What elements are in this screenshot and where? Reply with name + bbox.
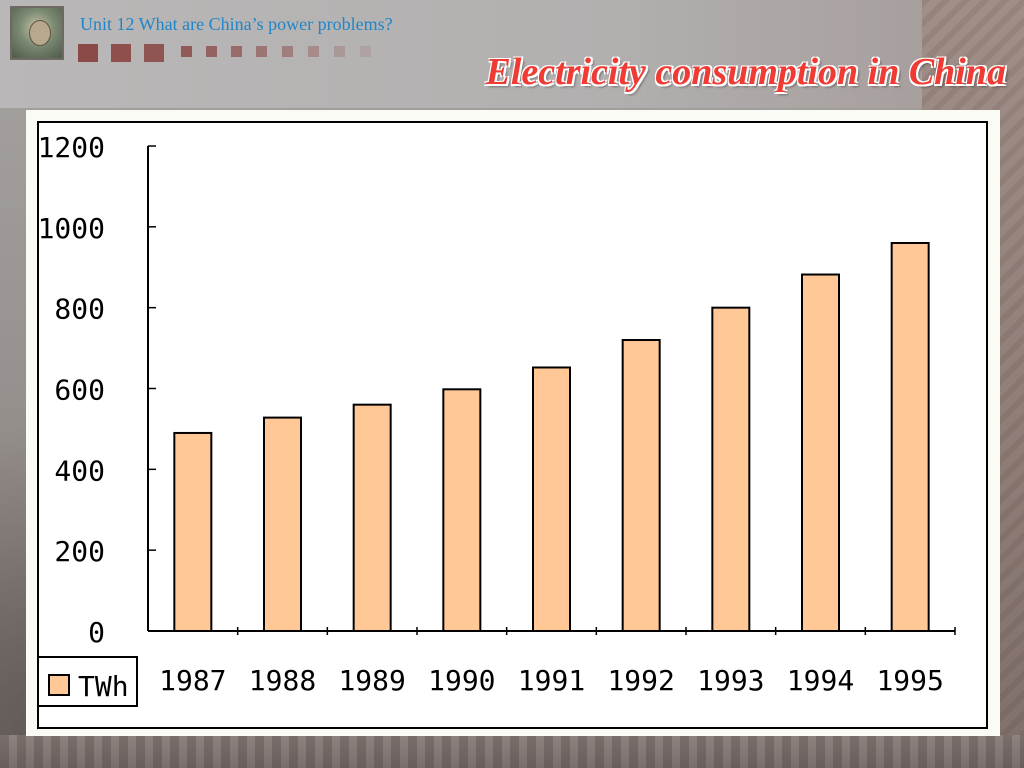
x-tick-label: 1990 [428, 664, 495, 697]
deco-square [308, 46, 319, 57]
deco-square [334, 46, 345, 57]
x-axis-labels: 1987 1988 1989 1990 1991 1992 1993 1994 1995 [159, 664, 944, 697]
x-tick-label: 1993 [697, 664, 764, 697]
y-tick-label: 600 [54, 374, 105, 407]
bar-1989 [352, 403, 392, 632]
bar-1993 [711, 306, 751, 632]
bar-1990 [442, 388, 482, 632]
y-axis: 0 200 400 600 800 1000 1200 [38, 131, 956, 649]
x-tick-label: 1992 [607, 664, 674, 697]
bar-1995 [890, 242, 930, 632]
y-tick-label: 0 [88, 616, 105, 649]
bar-1988 [263, 416, 302, 632]
y-tick-label: 1000 [38, 212, 105, 245]
y-tick-label: 400 [54, 454, 105, 487]
bar-1994 [801, 273, 840, 632]
deco-square [282, 46, 293, 57]
x-tick-label: 1995 [876, 664, 943, 697]
deco-square [360, 46, 371, 57]
legend-swatch [48, 674, 70, 696]
unit-title: Unit 12 What are China’s power problems? [80, 14, 393, 34]
deco-square [111, 44, 131, 62]
deco-square [231, 46, 242, 57]
y-tick-label: 200 [54, 535, 105, 568]
portrait-face [29, 20, 51, 46]
x-tick-label: 1989 [338, 664, 405, 697]
deco-square [78, 44, 98, 62]
y-tick-label: 800 [54, 293, 105, 326]
header-band [0, 0, 1024, 108]
bars [173, 242, 930, 633]
x-tick-label: 1987 [159, 664, 226, 697]
bar-1992 [621, 339, 661, 632]
bar-1987 [173, 431, 213, 633]
legend: TWh [37, 656, 138, 707]
portrait-photo-icon [10, 6, 64, 60]
x-tick-label: 1994 [787, 664, 854, 697]
deco-square [256, 46, 267, 57]
decorative-photo-strip-bottom [0, 735, 1024, 768]
y-tick-label: 1200 [38, 131, 105, 164]
bar-1991 [532, 366, 571, 632]
x-tick-label: 1991 [518, 664, 585, 697]
x-tick-label: 1988 [249, 664, 316, 697]
deco-square [144, 44, 164, 62]
deco-square [206, 46, 217, 57]
legend-label: TWh [78, 670, 129, 703]
page-title: Electricity consumption in China [485, 51, 1006, 93]
deco-square [181, 46, 192, 57]
